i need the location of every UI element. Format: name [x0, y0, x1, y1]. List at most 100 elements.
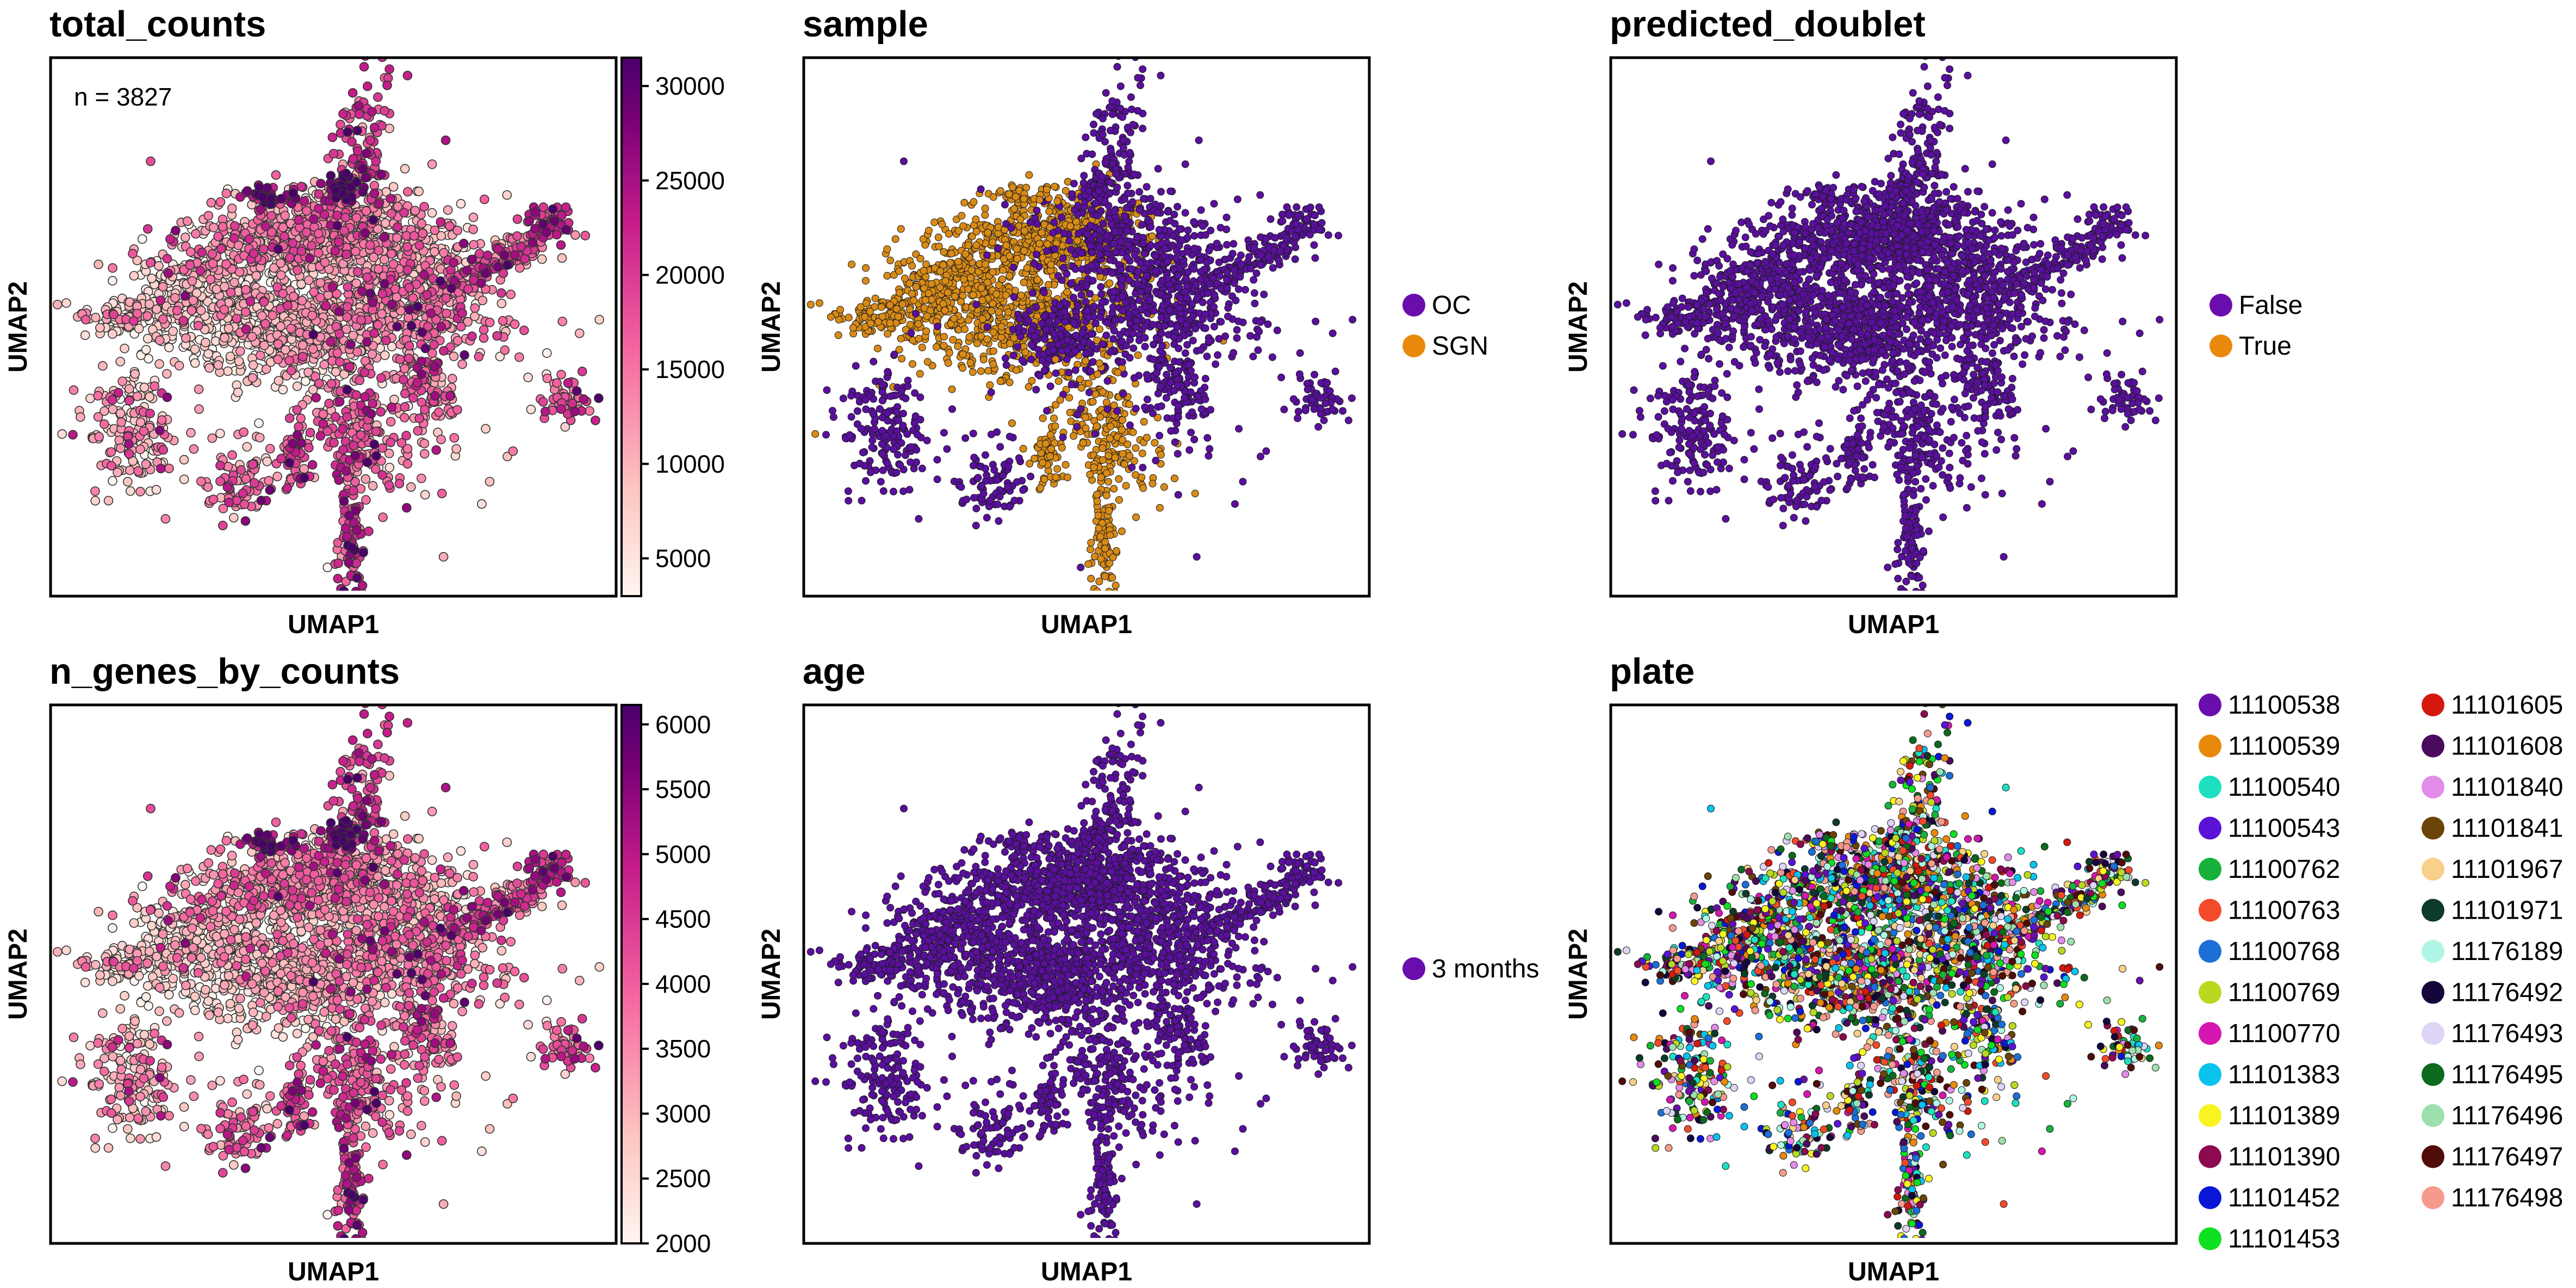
scatter-point: [981, 260, 989, 268]
scatter-point: [960, 199, 969, 207]
scatter-point: [412, 377, 423, 388]
scatter-point: [419, 438, 430, 449]
scatter-point: [376, 169, 386, 179]
scatter-point: [493, 262, 503, 272]
scatter-point: [1143, 183, 1151, 191]
scatter-point: [108, 263, 117, 273]
scatter-point: [241, 324, 251, 335]
scatter-point: [908, 262, 916, 270]
scatter-point: [388, 182, 399, 192]
scatter-point: [989, 268, 997, 276]
scatter-point: [530, 207, 541, 217]
scatter-point: [946, 259, 954, 267]
scatter-point: [302, 206, 312, 216]
scatter-point: [552, 378, 562, 388]
scatter-point: [449, 257, 459, 268]
scatter-point: [1047, 261, 1055, 269]
scatter-point: [947, 250, 955, 258]
scatter-point: [286, 324, 296, 333]
scatter-point: [438, 346, 449, 356]
colorbar-tick-label: 20000: [655, 261, 725, 289]
scatter-point: [344, 558, 354, 568]
scatter-point: [470, 303, 480, 313]
scatter-point: [90, 496, 100, 506]
scatter-point: [204, 363, 214, 373]
scatter-point: [338, 444, 348, 455]
scatter-point: [542, 348, 552, 358]
scatter-point: [458, 238, 469, 249]
scatter-point: [996, 377, 1004, 385]
scatter-point: [409, 231, 419, 241]
scatter-point: [442, 308, 451, 319]
scatter-point: [923, 358, 932, 366]
scatter-point: [351, 278, 362, 288]
scatter-point: [353, 101, 364, 111]
scatter-point: [297, 340, 308, 350]
scatter-point: [537, 254, 547, 264]
scatter-point: [520, 254, 530, 264]
scatter-point: [238, 488, 248, 498]
scatter-point: [343, 282, 353, 292]
scatter-point: [380, 278, 390, 289]
scatter-point: [207, 249, 218, 259]
scatter-point: [414, 240, 425, 250]
scatter-point: [594, 393, 604, 403]
scatter-point: [315, 431, 326, 441]
scatter-point: [935, 243, 943, 250]
scatter-point: [341, 169, 351, 178]
scatter-point: [326, 379, 337, 389]
scatter-point: [969, 291, 977, 299]
scatter-point: [128, 249, 138, 259]
scatter-point: [142, 333, 153, 344]
scatter-point: [135, 417, 146, 428]
scatter-point: [241, 474, 251, 484]
scatter-point: [806, 301, 815, 308]
scatter-point: [115, 408, 126, 418]
scatter-point: [977, 367, 985, 375]
scatter-point: [965, 333, 973, 341]
scatter-point: [285, 252, 295, 263]
scatter-point: [951, 292, 959, 300]
scatter-point: [61, 298, 71, 308]
scatter-point: [125, 395, 134, 406]
scatter-point: [452, 405, 462, 415]
scatter-point: [1062, 187, 1070, 195]
scatter-point: [400, 363, 409, 374]
scatter-point: [95, 323, 105, 333]
scatter-point: [388, 259, 399, 269]
scatter-point: [403, 313, 413, 323]
scatter-point: [447, 374, 457, 383]
scatter-point: [1066, 222, 1075, 230]
scatter-point: [229, 233, 239, 243]
scatter-point: [998, 275, 1007, 283]
scatter-point: [940, 248, 948, 256]
scatter-point: [371, 157, 381, 166]
scatter-point: [986, 381, 994, 389]
scatter-point: [997, 323, 1005, 331]
scatter-point: [218, 521, 228, 531]
scatter-point: [510, 250, 520, 260]
scatter-point: [215, 461, 225, 470]
scatter-point: [443, 205, 453, 215]
scatter-point: [348, 154, 358, 164]
scatter-point: [848, 261, 856, 269]
scatter-point: [338, 424, 348, 434]
scatter-point: [249, 478, 259, 488]
scatter-point: [194, 404, 204, 414]
scatter-point: [292, 430, 302, 440]
scatter-point: [380, 106, 390, 116]
scatter-point: [368, 481, 378, 491]
scatter-point: [561, 225, 572, 235]
scatter-point: [384, 480, 394, 490]
scatter-point: [977, 284, 985, 292]
scatter-point: [321, 301, 331, 311]
scatter-point: [967, 266, 976, 274]
scatter-point: [196, 476, 206, 486]
scatter-point: [1184, 226, 1192, 234]
scatter-point: [477, 499, 487, 509]
scatter-point: [305, 253, 315, 263]
scatter-point: [928, 280, 936, 288]
scatter-point: [340, 523, 351, 534]
annotation-n: n = 3827: [74, 83, 172, 111]
scatter-point: [168, 326, 178, 336]
